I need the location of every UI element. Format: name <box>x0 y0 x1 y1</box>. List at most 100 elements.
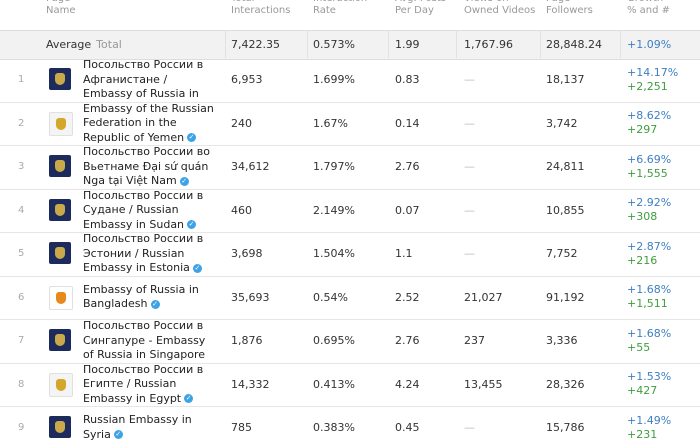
header-line: Page <box>46 0 76 5</box>
cell: 0.54% <box>313 276 348 320</box>
cell: 785 <box>231 406 252 441</box>
page-icon <box>49 198 71 221</box>
cell: 1.797% <box>313 145 355 189</box>
value: — <box>464 73 475 87</box>
value: 91,192 <box>546 290 585 304</box>
page-name-cell: Russian Embassy in Syria ✓ <box>83 406 215 441</box>
cell: 3,336 <box>546 319 578 363</box>
cell: 1.1 <box>395 232 413 276</box>
row-divider <box>0 232 700 233</box>
growth-pct: +1.53% <box>627 370 672 384</box>
growth-pct: +14.17% <box>627 65 679 79</box>
cell: 1.699% <box>313 58 355 102</box>
page-name: Посольство России во Вьетнаме Đại sứ quá… <box>83 145 215 188</box>
cell: 460 <box>231 189 252 233</box>
cell: 91,192 <box>546 276 585 320</box>
average-cell: 28,848.24 <box>546 30 602 58</box>
value: 1.99 <box>395 37 420 51</box>
page-name-cell: Embassy of Russia in Bangladesh ✓ <box>83 276 215 320</box>
column-header: TotalInteractions <box>231 0 290 17</box>
page-name-cell: Посольство России в Египте / Russian Emb… <box>83 363 215 407</box>
sublabel: Total <box>96 37 122 51</box>
row-index: 1 <box>18 58 24 102</box>
cell: 2.52 <box>395 276 420 320</box>
column-separator <box>456 30 457 58</box>
verified-badge: ✓ <box>192 263 202 273</box>
value: 15,786 <box>546 421 585 435</box>
row-index: 2 <box>18 102 24 146</box>
value: — <box>464 203 475 217</box>
cell: 1,876 <box>231 319 263 363</box>
page-name-cell: Посольство России в Судане / Russian Emb… <box>83 189 215 233</box>
column-separator <box>540 30 541 58</box>
column-header: Views onOwned Videos <box>464 0 535 17</box>
page-name: Russian Embassy in Syria ✓ <box>83 413 215 441</box>
cell: 2.76 <box>395 319 420 363</box>
page-icon <box>49 68 71 90</box>
index: 7 <box>18 335 25 347</box>
row-index: 8 <box>18 363 24 407</box>
row-divider <box>0 188 700 190</box>
icon-emblem <box>55 203 65 216</box>
column-header: Avg. PostsPer Day <box>395 0 446 17</box>
verified-badge: ✓ <box>150 299 160 309</box>
page-name-cell: Посольство России в Эстонии / Russian Em… <box>83 232 215 276</box>
page-name-text: Посольство России в Египте / Russian Emb… <box>83 362 204 405</box>
index: 6 <box>18 291 25 303</box>
index: 3 <box>18 161 25 173</box>
page-name-cell: Посольство России в Сингапуре - Embassy … <box>83 319 215 363</box>
cell: 24,811 <box>546 145 585 189</box>
value: 35,693 <box>231 290 270 304</box>
value: 1.67% <box>313 116 348 130</box>
index: 1 <box>18 74 25 86</box>
growth-pct: +8.62% <box>627 109 672 123</box>
growth-cell: +2.87% +216 <box>627 232 671 276</box>
header-line: Per Day <box>395 5 434 16</box>
value: 24,811 <box>546 160 585 174</box>
verified-badge: ✓ <box>179 176 189 186</box>
header-line: Page <box>546 0 593 5</box>
label: Average <box>46 37 92 51</box>
cell: 0.83 <box>395 58 420 102</box>
cell: 0.413% <box>313 363 355 407</box>
growth-cell: +1.68% +55 <box>627 319 671 363</box>
page-name-cell: Embassy of the Russian Federation in the… <box>83 102 215 146</box>
cell: 28,326 <box>546 363 585 407</box>
growth-num: +231 <box>627 427 658 441</box>
page-name: Посольство России в Судане / Russian Emb… <box>83 189 215 232</box>
row-divider <box>0 275 700 277</box>
value: 4.24 <box>395 377 420 391</box>
value: 1.504% <box>313 247 355 261</box>
cell: 0.14 <box>395 102 420 146</box>
page-name: Embassy of Russia in Bangladesh ✓ <box>83 283 215 312</box>
cell: 0.695% <box>313 319 355 363</box>
index: 4 <box>18 204 25 216</box>
value: 2.76 <box>395 160 420 174</box>
row-divider <box>0 319 700 320</box>
index: 5 <box>18 248 25 260</box>
header-line: Total <box>231 0 290 5</box>
average-cell: 1,767.96 <box>464 30 513 58</box>
page-name: Посольство России в Египте / Russian Emb… <box>83 363 215 406</box>
growth-cell: +1.49% +231 <box>627 406 671 441</box>
growth-cell: +6.69% +1,555 <box>627 145 671 189</box>
page-name-text: Посольство России в Сингапуре - Embassy … <box>83 319 206 362</box>
header-line: Interactions <box>231 5 291 16</box>
icon-emblem <box>56 117 66 130</box>
header-line: Interaction <box>313 0 367 5</box>
cell: 3,742 <box>546 102 578 146</box>
average-row <box>0 30 700 60</box>
cell: 240 <box>231 102 252 146</box>
value: 785 <box>231 421 252 435</box>
value: 460 <box>231 203 252 217</box>
value: 1,876 <box>231 334 263 348</box>
page-name-text: Embassy of Russia in Bangladesh <box>83 282 199 311</box>
growth-cell: +8.62% +297 <box>627 102 671 146</box>
row-divider <box>0 145 700 146</box>
growth-num: +55 <box>627 340 651 354</box>
row-index: 4 <box>18 189 24 233</box>
value: 14,332 <box>231 377 270 391</box>
value: 3,698 <box>231 247 263 261</box>
value: 0.14 <box>395 116 420 130</box>
value: 1,767.96 <box>464 37 513 51</box>
